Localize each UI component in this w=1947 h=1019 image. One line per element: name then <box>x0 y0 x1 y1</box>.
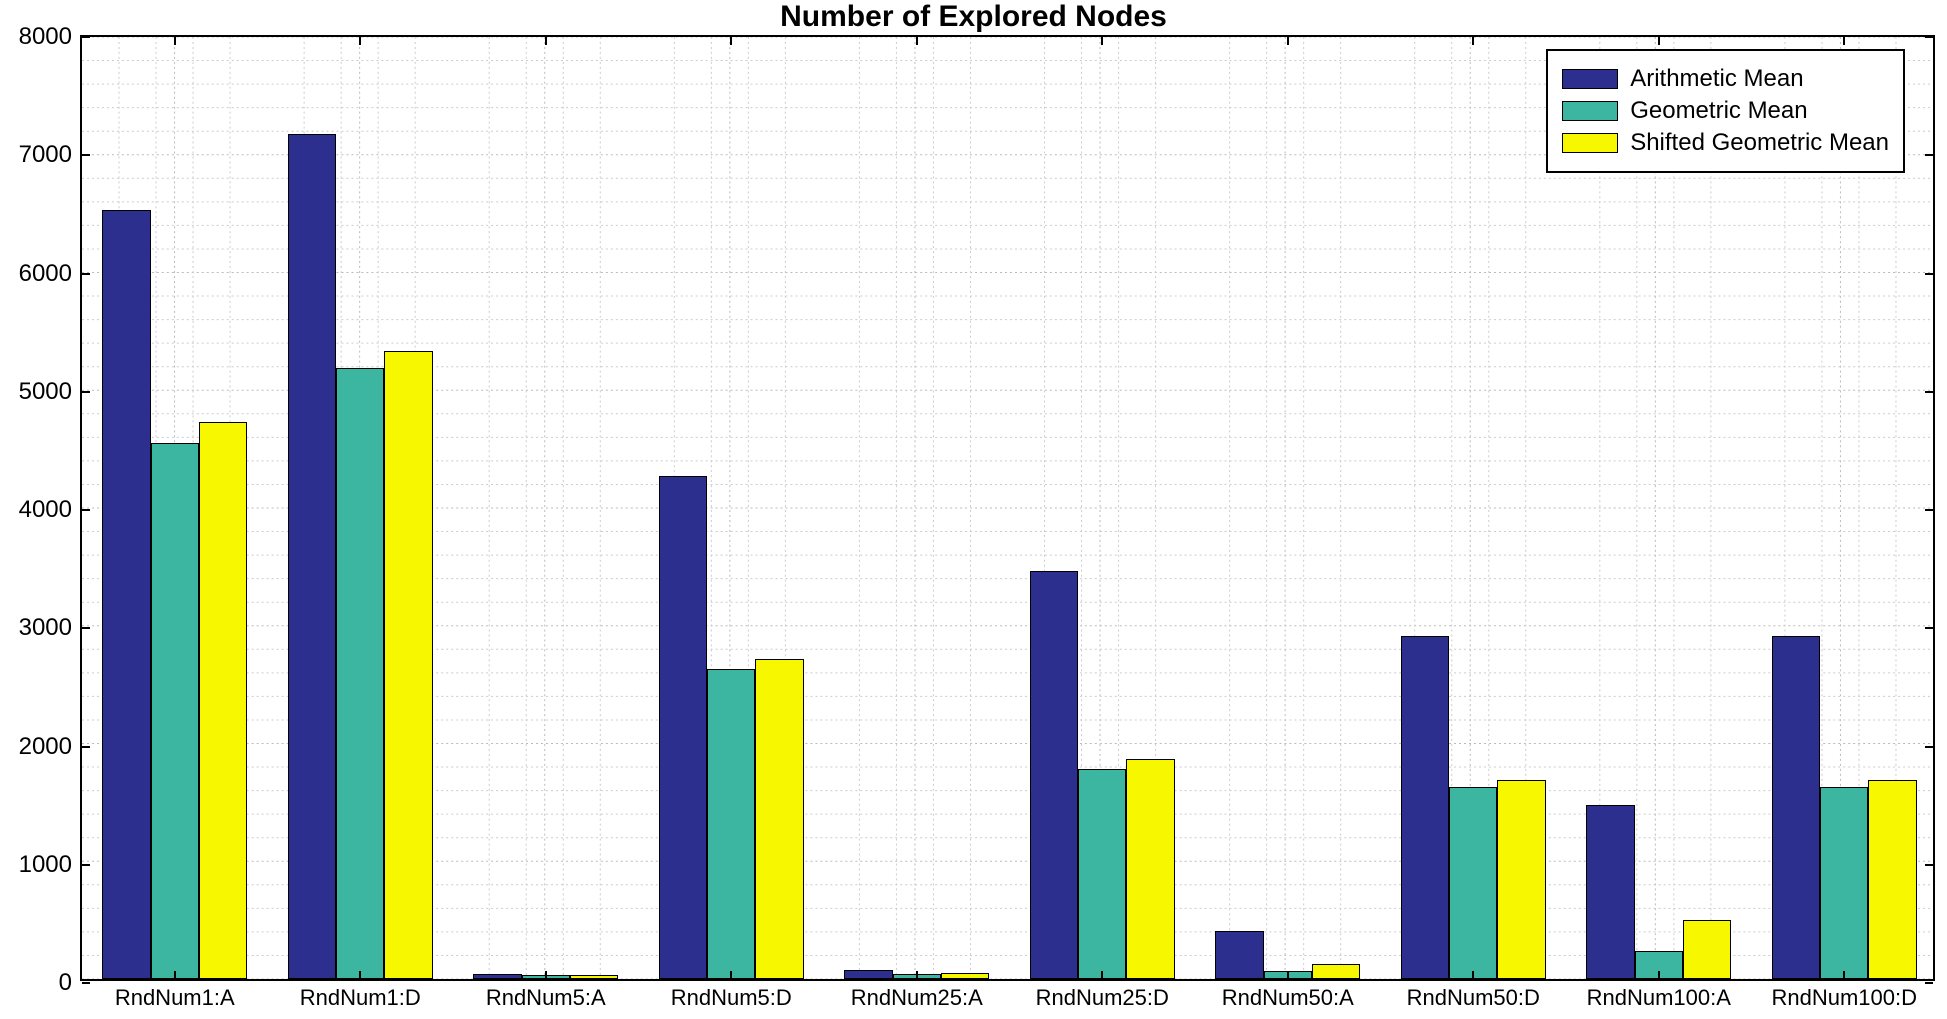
x-tick-mark <box>1101 37 1103 45</box>
bar <box>1868 780 1916 979</box>
bar <box>844 970 892 979</box>
x-tick-label: RndNum5:D <box>671 979 792 1011</box>
y-tick-mark <box>1925 746 1933 748</box>
bar <box>1401 636 1449 979</box>
y-tick-mark <box>1925 154 1933 156</box>
legend-item: Arithmetic Mean <box>1562 65 1889 93</box>
bar <box>1820 787 1868 979</box>
y-tick-label: 1000 <box>19 851 82 879</box>
x-tick-label: RndNum1:A <box>115 979 235 1011</box>
bar <box>1683 920 1731 979</box>
legend: Arithmetic Mean Geometric Mean Shifted Geo… <box>1546 49 1905 173</box>
legend-item: Geometric Mean <box>1562 97 1889 125</box>
bar <box>1030 571 1078 979</box>
x-tick-mark <box>1287 971 1289 979</box>
x-tick-label: RndNum5:A <box>486 979 606 1011</box>
y-tick-mark <box>82 391 90 393</box>
legend-label: Arithmetic Mean <box>1630 65 1803 93</box>
plot-area: Arithmetic Mean Geometric Mean Shifted Geo… <box>80 35 1935 981</box>
x-tick-mark <box>545 37 547 45</box>
x-tick-mark <box>1843 37 1845 45</box>
y-tick-mark <box>82 36 90 38</box>
bars-layer <box>82 37 1933 979</box>
x-tick-mark <box>1658 37 1660 45</box>
x-tick-label: RndNum50:D <box>1407 979 1540 1011</box>
y-tick-mark <box>1925 273 1933 275</box>
y-tick-mark <box>82 273 90 275</box>
x-tick-mark <box>359 971 361 979</box>
bar <box>1772 636 1820 979</box>
legend-swatch <box>1562 69 1618 89</box>
x-tick-mark <box>174 971 176 979</box>
x-tick-mark <box>1472 37 1474 45</box>
y-tick-label: 5000 <box>19 378 82 406</box>
x-tick-mark <box>174 37 176 45</box>
y-tick-mark <box>1925 864 1933 866</box>
x-tick-label: RndNum25:D <box>1036 979 1169 1011</box>
bar <box>659 476 707 979</box>
x-tick-mark <box>359 37 361 45</box>
bar <box>1078 769 1126 979</box>
bar <box>199 422 247 979</box>
x-tick-label: RndNum50:A <box>1222 979 1354 1011</box>
y-tick-label: 4000 <box>19 496 82 524</box>
bar <box>755 659 803 979</box>
y-tick-mark <box>1925 36 1933 38</box>
bar <box>707 669 755 979</box>
x-tick-mark <box>1658 971 1660 979</box>
x-tick-label: RndNum25:A <box>851 979 983 1011</box>
legend-label: Shifted Geometric Mean <box>1630 129 1889 157</box>
bar <box>1312 964 1360 979</box>
bar <box>1215 931 1263 979</box>
x-tick-mark <box>916 37 918 45</box>
x-tick-mark <box>1287 37 1289 45</box>
bar <box>1126 759 1174 979</box>
bar <box>336 368 384 979</box>
bar <box>1497 780 1545 979</box>
y-tick-label: 2000 <box>19 733 82 761</box>
legend-swatch <box>1562 133 1618 153</box>
bar <box>151 443 199 979</box>
x-tick-mark <box>1472 971 1474 979</box>
y-tick-mark <box>82 982 90 984</box>
y-tick-label: 8000 <box>19 23 82 51</box>
chart-container: Number of Explored Nodes Arithmetic Mean… <box>0 0 1947 1019</box>
x-tick-mark <box>916 971 918 979</box>
y-tick-label: 3000 <box>19 614 82 642</box>
x-tick-label: RndNum100:D <box>1771 979 1917 1011</box>
y-tick-mark <box>82 154 90 156</box>
bar <box>1586 805 1634 979</box>
y-tick-mark <box>1925 982 1933 984</box>
legend-swatch <box>1562 101 1618 121</box>
y-tick-mark <box>82 509 90 511</box>
bar <box>1449 787 1497 979</box>
y-tick-mark <box>1925 509 1933 511</box>
y-tick-label: 7000 <box>19 141 82 169</box>
y-tick-mark <box>82 864 90 866</box>
legend-item: Shifted Geometric Mean <box>1562 129 1889 157</box>
chart-title: Number of Explored Nodes <box>0 0 1947 34</box>
y-tick-label: 0 <box>59 969 82 997</box>
x-tick-mark <box>1101 971 1103 979</box>
x-tick-mark <box>1843 971 1845 979</box>
x-tick-mark <box>730 37 732 45</box>
x-tick-mark <box>545 971 547 979</box>
y-tick-mark <box>82 746 90 748</box>
y-tick-mark <box>1925 391 1933 393</box>
x-tick-label: RndNum100:A <box>1587 979 1731 1011</box>
bar <box>288 134 336 979</box>
y-tick-mark <box>1925 627 1933 629</box>
x-tick-label: RndNum1:D <box>300 979 421 1011</box>
bar <box>384 351 432 979</box>
x-tick-mark <box>730 971 732 979</box>
legend-label: Geometric Mean <box>1630 97 1807 125</box>
y-tick-mark <box>82 627 90 629</box>
bar <box>102 210 150 979</box>
y-tick-label: 6000 <box>19 260 82 288</box>
